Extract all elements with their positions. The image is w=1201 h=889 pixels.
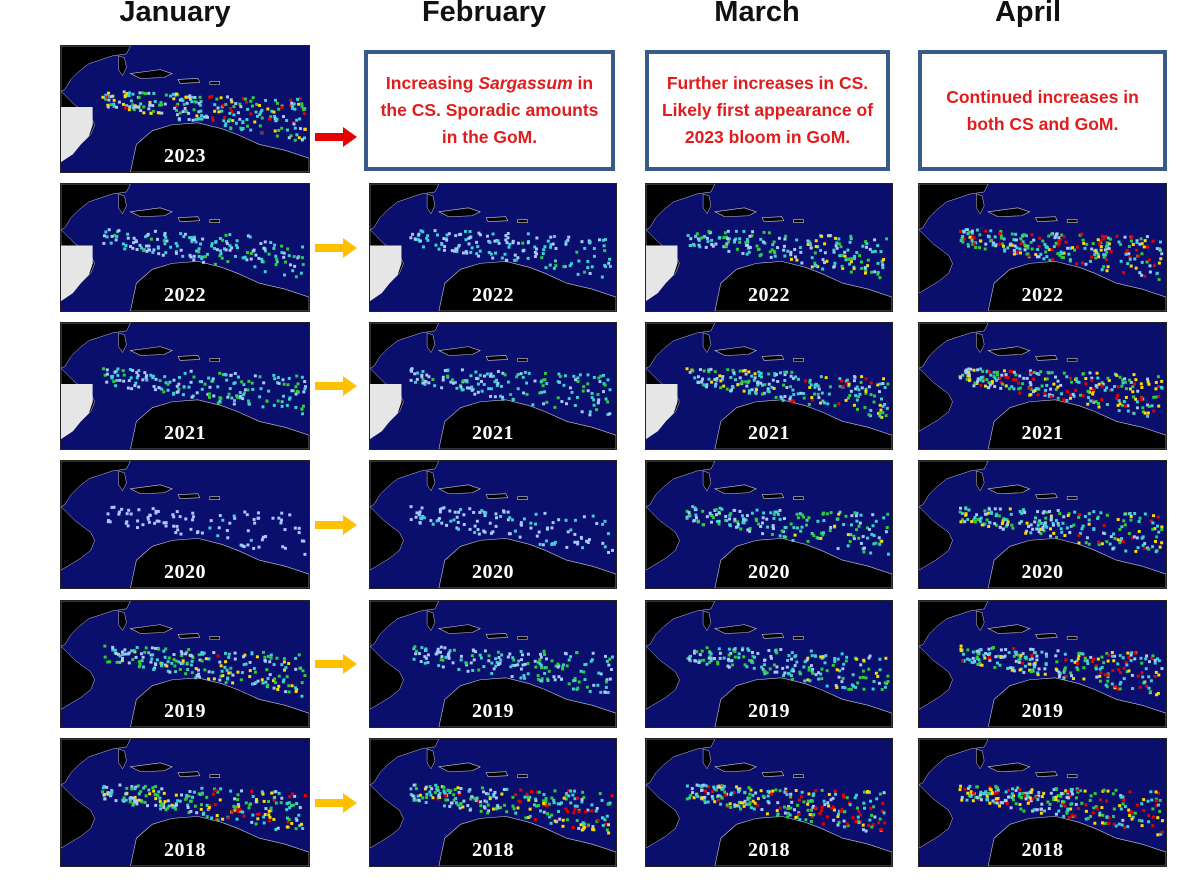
year-label: 2018 (1021, 839, 1064, 861)
year-label: 2020 (164, 561, 206, 583)
sargassum-density-map (61, 323, 309, 449)
sargassum-density-map (646, 461, 892, 588)
map-april-2019: 2019 (918, 600, 1167, 728)
header-march: March (714, 0, 800, 28)
year-label: 2021 (472, 422, 514, 444)
year-label: 2022 (164, 284, 206, 306)
map-april-2022: 2022 (918, 183, 1167, 312)
year-label: 2022 (1021, 284, 1064, 306)
map-march-2019: 2019 (645, 600, 893, 728)
map-march-2018: 2018 (645, 738, 893, 867)
sargassum-density-map (919, 461, 1166, 588)
sargassum-density-map (646, 739, 892, 866)
sargassum-density-map (646, 601, 892, 727)
red-arrow-icon (315, 127, 357, 147)
sargassum-density-map (919, 739, 1166, 866)
year-label: 2019 (472, 700, 514, 722)
year-label: 2018 (472, 839, 514, 861)
year-label: 2020 (1021, 561, 1064, 583)
sargassum-density-map (61, 461, 309, 588)
note-march: Further increases in CS. Likely first ap… (645, 50, 890, 171)
map-february-2019: 2019 (369, 600, 617, 728)
map-february-2020: 2020 (369, 460, 617, 589)
year-label: 2023 (164, 145, 206, 167)
map-february-2022: 2022 (369, 183, 617, 312)
map-january-2019: 2019 (60, 600, 310, 728)
map-january-2022: 2022 (60, 183, 310, 312)
map-february-2018: 2018 (369, 738, 617, 867)
sargassum-density-map (919, 184, 1166, 311)
sargassum-density-map (646, 184, 892, 311)
year-label: 2019 (748, 700, 790, 722)
map-january-2018: 2018 (60, 738, 310, 867)
sargassum-density-map (61, 739, 309, 866)
map-january-2021: 2021 (60, 322, 310, 450)
sargassum-density-map (370, 323, 616, 449)
map-april-2020: 2020 (918, 460, 1167, 589)
note-february: Increasing Sargassum in the CS. Sporadic… (364, 50, 615, 171)
year-label: 2021 (1021, 422, 1064, 444)
year-label: 2021 (164, 422, 206, 444)
note-february-text: Increasing Sargassum in the CS. Sporadic… (380, 73, 599, 147)
sargassum-density-map (919, 323, 1166, 449)
yellow-arrow-icon (315, 514, 357, 535)
year-label: 2020 (472, 561, 514, 583)
yellow-arrow-icon (315, 654, 357, 674)
map-january-2023: 2023 (60, 45, 310, 173)
sargassum-density-map (370, 739, 616, 866)
year-label: 2019 (164, 700, 206, 722)
map-march-2020: 2020 (645, 460, 893, 589)
sargassum-density-map (370, 601, 616, 727)
sargassum-density-map (61, 46, 309, 172)
header-february: February (421, 0, 547, 28)
header-january: January (119, 0, 231, 28)
sargassum-density-map (646, 323, 892, 449)
year-label: 2020 (748, 561, 790, 583)
map-march-2022: 2022 (645, 183, 893, 312)
map-february-2021: 2021 (369, 322, 617, 450)
sargassum-density-map (61, 184, 309, 311)
header-april: April (994, 0, 1062, 28)
year-label: 2021 (748, 422, 790, 444)
sargassum-density-map (61, 601, 309, 727)
yellow-arrow-icon (315, 237, 357, 258)
yellow-arrow-icon (315, 376, 357, 396)
year-label: 2022 (472, 284, 514, 306)
sargassum-density-map (370, 461, 616, 588)
note-april: Continued increases in both CS and GoM. (918, 50, 1167, 171)
map-january-2020: 2020 (60, 460, 310, 589)
year-label: 2018 (748, 839, 790, 861)
map-april-2018: 2018 (918, 738, 1167, 867)
map-march-2021: 2021 (645, 322, 893, 450)
sargassum-density-map (919, 601, 1166, 727)
yellow-arrow-icon (315, 792, 357, 813)
year-label: 2018 (164, 839, 206, 861)
sargassum-density-map (370, 184, 616, 311)
year-label: 2022 (748, 284, 790, 306)
map-april-2021: 2021 (918, 322, 1167, 450)
year-label: 2019 (1021, 700, 1064, 722)
